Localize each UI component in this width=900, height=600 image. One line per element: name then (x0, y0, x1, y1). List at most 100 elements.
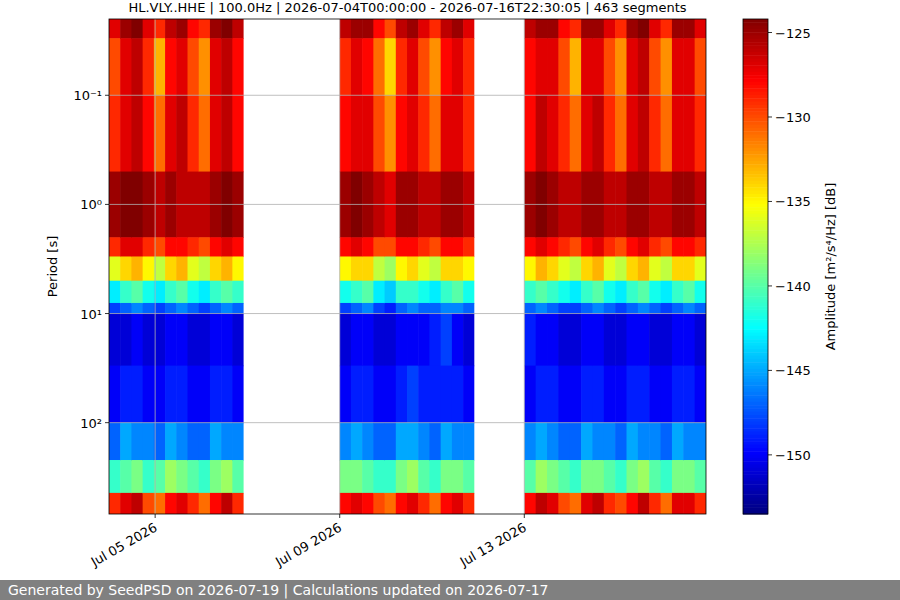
heat-cell (547, 303, 559, 314)
colorbar-step (743, 168, 768, 172)
colorbar-step (743, 359, 768, 363)
colorbar-step (743, 82, 768, 86)
heat-cell (351, 493, 363, 514)
heat-cell (672, 493, 684, 514)
colorbar-step (743, 98, 768, 102)
heat-cell (351, 38, 363, 96)
heat-cell (672, 237, 684, 257)
heat-cell (396, 303, 408, 314)
heat-cell (362, 303, 374, 314)
heat-cell (581, 237, 593, 257)
heat-cell (210, 303, 222, 314)
heat-cell (452, 256, 464, 281)
heat-cell (615, 366, 627, 424)
heat-cell (340, 256, 352, 281)
heat-cell (524, 423, 536, 461)
heat-cell (695, 493, 706, 514)
heat-cell (232, 256, 243, 281)
heat-cell (570, 366, 582, 424)
heat-cell (463, 493, 474, 514)
y-tick (105, 95, 109, 96)
heat-cell (615, 95, 627, 172)
heat-cell (441, 493, 453, 514)
footer-text: Generated by SeedPSD on 2026-07-19 | Cal… (8, 582, 549, 599)
heat-cell (452, 314, 464, 367)
heat-cell (441, 366, 453, 424)
heat-cell (373, 237, 385, 257)
heat-cell (385, 95, 397, 172)
heat-cell (362, 19, 374, 39)
colorbar-step (743, 227, 768, 231)
colorbar-tick (768, 370, 772, 371)
heat-cell (418, 493, 430, 514)
colorbar-step (743, 263, 768, 267)
colorbar-step (743, 171, 768, 175)
heat-cell (109, 303, 121, 314)
heat-cell (221, 95, 233, 172)
colorbar-step (743, 177, 768, 181)
heat-cell (615, 460, 627, 493)
heat-cell (452, 303, 464, 314)
heat-cell (385, 366, 397, 424)
heat-cell (581, 493, 593, 514)
colorbar-step (743, 422, 768, 426)
heat-cell (581, 95, 593, 172)
heat-cell (199, 314, 211, 367)
heat-cell (463, 314, 474, 367)
heat-cell (604, 493, 616, 514)
heat-cell (452, 95, 464, 172)
heat-cell (649, 19, 661, 39)
heat-cell (131, 256, 143, 281)
colorbar-step (743, 323, 768, 327)
heat-cell (176, 366, 188, 424)
heat-cell (385, 460, 397, 493)
colorbar-tick (768, 454, 772, 455)
heat-cell (109, 19, 121, 39)
colorbar-step (743, 220, 768, 224)
heat-cell (188, 256, 200, 281)
colorbar-tick (768, 285, 772, 286)
heat-cell (154, 423, 166, 461)
y-tick-label: 10⁻¹ (73, 88, 102, 103)
colorbar-step (743, 144, 768, 148)
colorbar-step (743, 478, 768, 482)
heat-cell (570, 493, 582, 514)
heat-cell (407, 423, 419, 461)
heat-cell (109, 256, 121, 281)
heat-cell (672, 281, 684, 304)
x-tick (155, 514, 156, 518)
heat-cell (362, 423, 374, 461)
heat-cell (143, 460, 155, 493)
heat-cell (165, 19, 177, 39)
heat-cell (396, 314, 408, 367)
colorbar-step (743, 432, 768, 436)
heat-cell (143, 38, 155, 96)
colorbar-step (743, 72, 768, 76)
heat-cell (570, 256, 582, 281)
heat-cell (463, 256, 474, 281)
heat-cell (176, 423, 188, 461)
colorbar-step (743, 290, 768, 294)
heat-cell (452, 423, 464, 461)
heat-cell (615, 281, 627, 304)
heat-cell (661, 303, 673, 314)
heat-cell (396, 460, 408, 493)
heat-cell (221, 366, 233, 424)
x-grid-line (339, 19, 340, 514)
colorbar-step (743, 280, 768, 284)
colorbar-step (743, 375, 768, 379)
heat-cell (581, 366, 593, 424)
heat-cell (695, 237, 706, 257)
heat-cell (373, 95, 385, 172)
heat-cell (524, 493, 536, 514)
colorbar-step (743, 62, 768, 66)
heat-cell (109, 38, 121, 96)
heat-cell (547, 460, 559, 493)
heat-cell (165, 460, 177, 493)
x-tick (524, 514, 525, 518)
heat-cell (407, 303, 419, 314)
heat-cell (683, 95, 695, 172)
heat-cell (672, 460, 684, 493)
heat-cell (210, 256, 222, 281)
heat-cell (558, 423, 570, 461)
